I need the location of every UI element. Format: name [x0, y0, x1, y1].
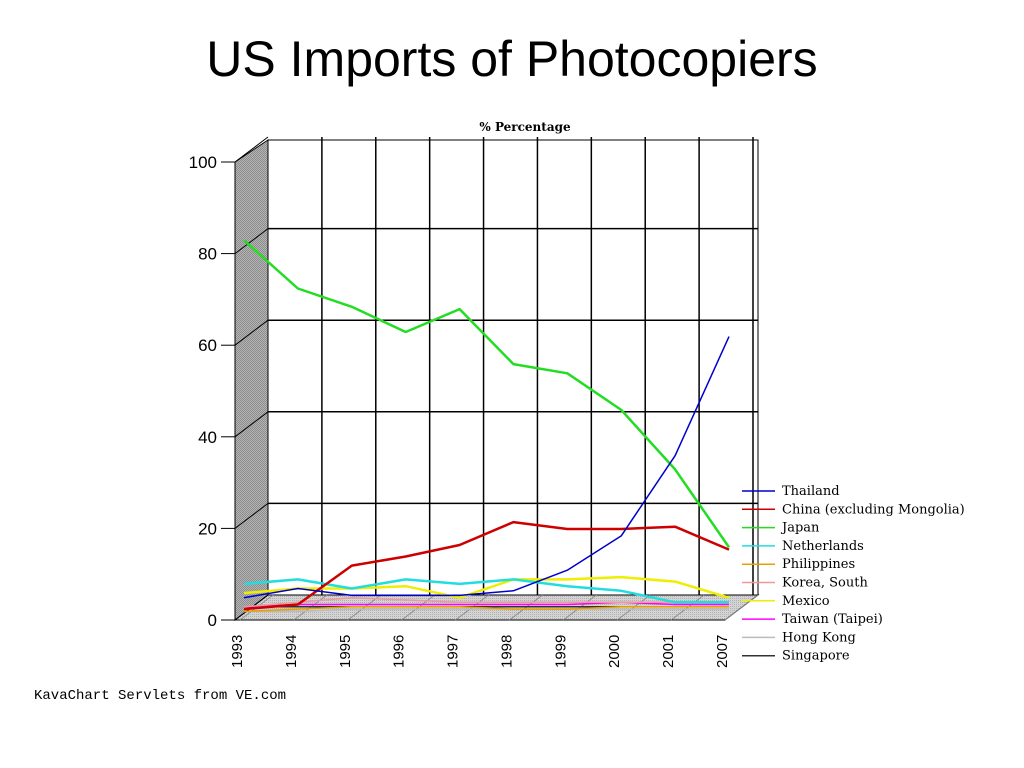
legend-label: Hong Kong: [782, 630, 856, 645]
plot-side-wall: [234, 139, 269, 622]
series-lines: [243, 239, 731, 613]
series-line: [243, 606, 729, 613]
legend-label: Thailand: [782, 484, 840, 499]
x-tick-label: 1998: [498, 635, 515, 668]
x-tick-label: 1999: [552, 635, 569, 668]
gridline-side: [234, 228, 269, 254]
x-tick-label: 1994: [283, 635, 300, 668]
series-line: [243, 575, 730, 599]
x-tick-label: 1993: [229, 635, 246, 668]
legend-label: Philippines: [782, 557, 855, 572]
series-line: [244, 608, 729, 613]
series-line: [243, 596, 729, 608]
y-tick-label: 40: [198, 428, 217, 447]
series-line: [243, 239, 731, 549]
gridline-side: [234, 503, 269, 529]
footer-credit: KavaChart Servlets from VE.com: [34, 688, 287, 704]
x-tick-label: 2000: [606, 635, 623, 668]
y-tick-label: 20: [198, 519, 217, 538]
series-line: [243, 601, 729, 608]
legend-label: Singapore: [782, 649, 850, 664]
plot-back-wall: [267, 139, 759, 596]
y-tick-label: 80: [198, 245, 217, 264]
legend-label: Mexico: [782, 594, 830, 609]
gridline-side: [234, 411, 269, 438]
y-tick-label: 100: [189, 153, 217, 172]
x-tick-label: 1996: [391, 635, 408, 668]
x-tick-label: 2007: [714, 635, 731, 668]
legend-label: Netherlands: [782, 539, 864, 554]
legend-label: China (excluding Mongolia): [782, 502, 965, 517]
slide-title: US Imports of Photocopiers: [206, 31, 818, 87]
legend-label: Korea, South: [782, 576, 868, 591]
grid: [234, 136, 759, 621]
y-tick-label: 0: [208, 611, 217, 630]
x-tick-label: 1995: [337, 635, 354, 668]
y-tick-label: 60: [198, 336, 217, 355]
x-tick-label: 2001: [660, 635, 677, 668]
legend: Thailand China (excluding Mongolia) Japan N…: [742, 484, 965, 664]
series-line: [243, 336, 730, 599]
chart-title: % Percentage: [479, 120, 571, 134]
gridline-side: [234, 319, 269, 346]
legend-label: Taiwan (Taipei): [782, 612, 883, 627]
x-tick-label: 1997: [445, 635, 462, 668]
series-line: [243, 520, 730, 611]
floor-line: [724, 594, 759, 621]
x-axis: 1993 1994 1995 1996 1997 1998 1999 2000 2001 2007: [229, 635, 731, 668]
y-axis: 0 20 40 60 80 100: [189, 153, 235, 630]
gridline-side: [234, 136, 269, 163]
legend-label: Japan: [780, 521, 820, 536]
